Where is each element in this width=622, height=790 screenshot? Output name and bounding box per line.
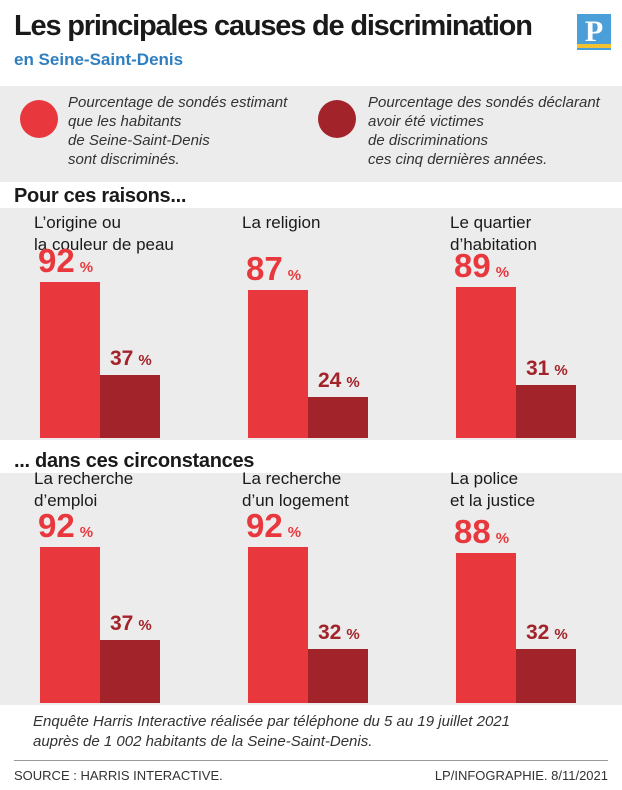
data-label: 24% — [318, 369, 360, 393]
chart-title: Les principales causes de discrimination — [14, 10, 533, 42]
data-label: 37% — [110, 347, 152, 371]
data-label: 88% — [454, 513, 510, 551]
bar-experienced — [308, 397, 368, 438]
bar-experienced — [100, 375, 160, 438]
bar-experienced — [308, 648, 368, 703]
bar-perceived — [40, 281, 100, 438]
category-label: La recherche d’emploi — [34, 469, 134, 510]
legend-swatch-bright — [20, 100, 58, 138]
legend: Pourcentage de sondés estimant que les h… — [0, 86, 622, 182]
data-label: 87% — [246, 250, 302, 288]
legend-swatch-dark — [318, 100, 356, 138]
data-label: 92% — [38, 506, 94, 544]
category-label: Le quartier d’habitation — [450, 213, 537, 254]
bar-experienced — [516, 648, 576, 703]
chart-subtitle: en Seine-Saint-Denis — [14, 50, 184, 69]
data-label: 92% — [246, 506, 302, 544]
data-label: 92% — [38, 241, 94, 279]
category-label: La police et la justice — [450, 469, 536, 510]
category-label: La religion — [242, 213, 321, 232]
data-label: 32% — [526, 620, 568, 644]
category-label: La recherche d’un logement — [242, 469, 349, 510]
survey-note: Enquête Harris Interactive réalisée par … — [33, 713, 510, 750]
source-credit: SOURCE : HARRIS INTERACTIVE. — [14, 768, 223, 783]
infographic-credit: LP/INFOGRAPHIE. 8/11/2021 — [434, 768, 608, 783]
data-label: 31% — [526, 357, 568, 381]
data-label: 32% — [318, 620, 360, 644]
bar-perceived — [248, 546, 308, 703]
category-label: L’origine ou la couleur de peau — [34, 213, 174, 254]
bar-perceived — [248, 290, 308, 438]
logo-accent-bar — [577, 44, 611, 48]
bar-perceived — [456, 286, 516, 438]
bar-experienced — [516, 385, 576, 438]
legend-label-estimate: Pourcentage de sondés estimant que les h… — [68, 94, 288, 168]
footer-rule — [14, 760, 608, 761]
bar-experienced — [100, 640, 160, 703]
section-title-reasons: Pour ces raisons... — [14, 185, 187, 207]
legend-label-victims: Pourcentage des sondés déclarant avoir é… — [368, 94, 600, 168]
section-title-circumstances: ... dans ces circonstances — [14, 450, 255, 472]
bar-perceived — [40, 546, 100, 703]
bar-perceived — [456, 553, 516, 703]
data-label: 37% — [110, 612, 152, 636]
data-label: 89% — [454, 246, 510, 284]
